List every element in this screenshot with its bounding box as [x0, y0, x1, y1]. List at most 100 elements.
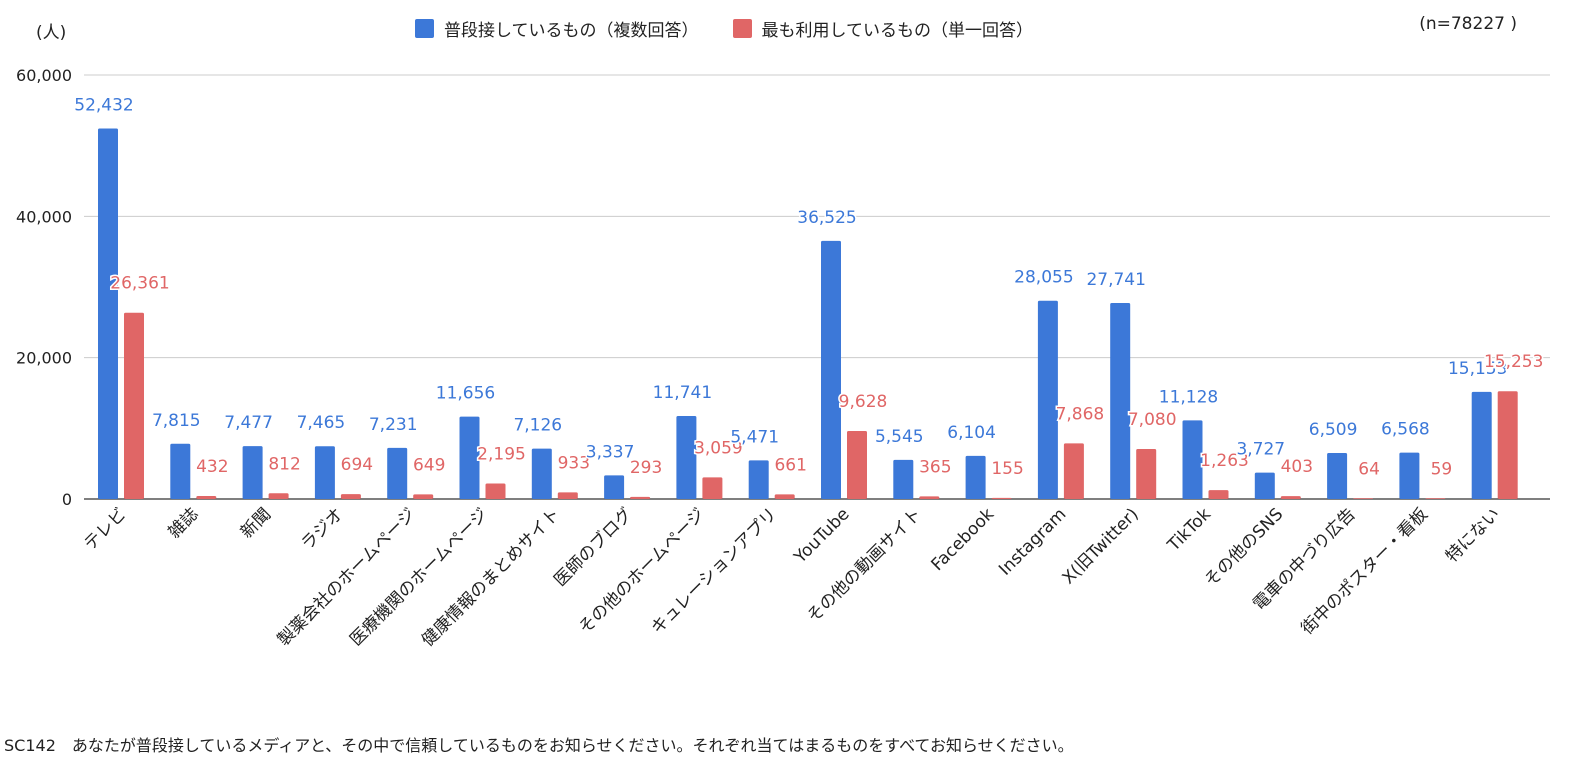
data-label-daily-9: 5,471 — [730, 427, 779, 447]
data-label-daily-3: 7,465 — [297, 413, 346, 433]
data-label-most-used-5: 2,195 — [477, 444, 526, 464]
y-tick-label: 20,000 — [16, 349, 72, 368]
x-tick-label: TikTok — [1163, 504, 1215, 556]
bar-most-used-1 — [196, 495, 217, 499]
data-label-daily-12: 6,104 — [947, 423, 996, 443]
legend-swatch-most-used — [732, 19, 752, 38]
x-tick-label: テレビ — [80, 504, 130, 554]
bar-daily-3 — [314, 446, 335, 499]
x-tick-label: キュレーションアプリ — [647, 504, 781, 638]
bar-daily-19 — [1471, 391, 1492, 499]
bar-daily-16 — [1254, 472, 1275, 499]
bar-daily-9 — [748, 460, 769, 499]
x-tick-label: Instagram — [995, 504, 1070, 579]
bar-most-used-8 — [702, 477, 723, 499]
data-label-daily-13: 28,055 — [1014, 268, 1073, 288]
data-label-daily-19: 15,153 — [1448, 359, 1507, 379]
x-tick-label: 街中のポスター・看板 — [1298, 504, 1432, 638]
bar-most-used-5 — [485, 483, 506, 499]
bar-most-used-11 — [919, 496, 940, 499]
data-label-most-used-2: 812 — [268, 454, 300, 474]
data-label-most-used-10: 9,628 — [839, 392, 888, 412]
data-label-daily-17: 6,509 — [1309, 420, 1358, 440]
bar-most-used-19 — [1497, 391, 1518, 499]
bar-most-used-4 — [413, 494, 434, 499]
bar-most-used-13 — [1063, 443, 1084, 499]
data-label-most-used-12: 155 — [991, 459, 1023, 479]
bar-daily-12 — [965, 455, 986, 499]
data-label-daily-10: 36,525 — [797, 208, 856, 228]
data-label-daily-4: 7,231 — [369, 415, 418, 435]
survey-question-text: SC142 あなたが普段接しているメディアと、その中で信頼しているものをお知らせ… — [4, 736, 1074, 755]
legend-swatch-daily — [415, 19, 434, 38]
data-label-most-used-1: 432 — [196, 457, 228, 477]
bar-most-used-14 — [1136, 448, 1157, 499]
bar-daily-17 — [1327, 453, 1348, 499]
y-tick-label: 60,000 — [16, 66, 72, 85]
data-label-most-used-8: 3,059 — [694, 438, 743, 458]
data-label-most-used-9: 661 — [774, 455, 806, 475]
data-label-daily-8: 11,741 — [653, 383, 712, 403]
data-label-daily-2: 7,477 — [224, 413, 273, 433]
bar-most-used-3 — [340, 494, 361, 499]
bar-most-used-10 — [847, 430, 867, 499]
x-tick-label: 医療機関のホームページ — [346, 504, 492, 650]
legend-label-daily: 普段接しているもの（複数回答） — [444, 21, 699, 41]
bar-daily-13 — [1037, 300, 1058, 499]
bar-daily-18 — [1399, 452, 1420, 499]
data-label-most-used-4: 649 — [413, 455, 445, 475]
x-tick-label: X(旧Twitter) — [1059, 504, 1143, 588]
chart-legend: 普段接しているもの（複数回答） 最も利用しているもの（単一回答） — [415, 16, 1033, 41]
x-tick-label: 製薬会社のホームページ — [274, 504, 420, 650]
bar-daily-8 — [676, 416, 697, 499]
data-label-daily-6: 7,126 — [513, 416, 562, 436]
data-label-daily-11: 5,545 — [875, 427, 924, 447]
x-tick-label: ラジオ — [297, 504, 347, 554]
data-label-daily-15: 11,128 — [1159, 387, 1218, 407]
data-label-most-used-0: 26,361 — [110, 274, 169, 294]
bar-daily-7 — [604, 475, 625, 499]
data-label-most-used-16: 403 — [1281, 457, 1313, 477]
bar-daily-15 — [1182, 420, 1203, 499]
x-tick-label: Facebook — [928, 504, 999, 575]
x-tick-label: その他のホームページ — [575, 504, 709, 638]
data-label-daily-1: 7,815 — [152, 411, 201, 431]
data-label-daily-7: 3,337 — [586, 442, 635, 462]
bar-most-used-6 — [557, 492, 578, 499]
bar-daily-1 — [170, 443, 191, 499]
sample-size-label: (n=78227 ) — [1419, 14, 1517, 34]
data-label-most-used-17: 64 — [1358, 460, 1380, 480]
data-label-most-used-19: 15,253 — [1484, 352, 1543, 372]
y-axis-unit-label: (人) — [36, 23, 67, 43]
legend-label-most-used: 最も利用しているもの（単一回答） — [761, 21, 1034, 41]
legend-item-most-used: 最も利用しているもの（単一回答） — [732, 16, 1034, 41]
data-label-most-used-3: 694 — [341, 455, 373, 475]
data-label-most-used-13: 7,868 — [1056, 404, 1105, 424]
data-label-most-used-14: 7,080 — [1128, 410, 1177, 430]
bar-most-used-2 — [268, 493, 289, 499]
data-label-most-used-11: 365 — [919, 457, 951, 477]
bar-most-used-12 — [991, 497, 1012, 499]
data-label-daily-16: 3,727 — [1236, 440, 1285, 460]
bar-most-used-17 — [1353, 498, 1374, 499]
data-label-most-used-7: 293 — [630, 458, 662, 478]
x-tick-label: 特にない — [1442, 504, 1504, 566]
x-tick-label: 健康情報のまとめサイト — [418, 504, 564, 650]
data-label-daily-5: 11,656 — [436, 384, 495, 404]
legend-item-daily: 普段接しているもの（複数回答） — [415, 16, 699, 41]
bar-most-used-18 — [1425, 498, 1446, 499]
data-label-most-used-6: 933 — [558, 453, 590, 473]
bar-daily-2 — [242, 446, 263, 499]
bar-daily-5 — [459, 416, 480, 499]
x-tick-label: 雑誌 — [165, 504, 203, 542]
bar-most-used-15 — [1208, 490, 1229, 499]
bar-most-used-9 — [774, 494, 795, 499]
bar-daily-0 — [98, 128, 118, 499]
y-tick-label: 40,000 — [16, 207, 72, 226]
bar-most-used-0 — [124, 312, 144, 499]
bar-most-used-16 — [1280, 496, 1301, 499]
bar-most-used-7 — [630, 496, 651, 499]
data-label-most-used-15: 1,263 — [1200, 451, 1249, 471]
x-tick-label: 新聞 — [237, 504, 275, 542]
